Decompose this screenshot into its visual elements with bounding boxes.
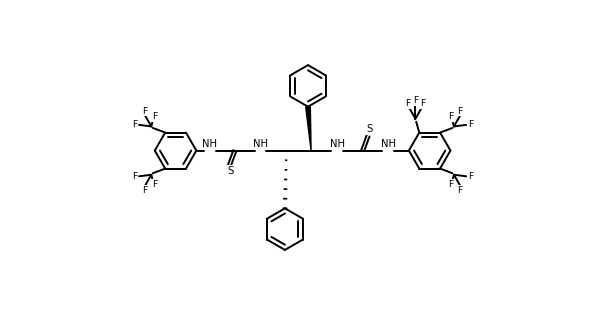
Text: F: F <box>413 96 418 105</box>
Text: F: F <box>132 172 137 181</box>
Text: F: F <box>143 107 148 115</box>
Text: F: F <box>468 172 474 181</box>
Text: F: F <box>457 107 463 115</box>
Text: F: F <box>420 99 426 108</box>
Text: F: F <box>405 99 410 108</box>
Text: S: S <box>227 166 233 176</box>
Text: NH: NH <box>202 139 217 149</box>
Text: F: F <box>448 180 454 189</box>
Text: S: S <box>367 124 373 134</box>
Text: F: F <box>448 112 454 121</box>
Text: NH: NH <box>330 139 345 149</box>
Text: F: F <box>132 121 137 129</box>
Text: F: F <box>143 186 148 195</box>
Text: NH: NH <box>381 139 396 149</box>
Text: NH: NH <box>252 139 268 149</box>
Text: F: F <box>468 121 474 129</box>
Text: F: F <box>152 112 157 121</box>
Text: F: F <box>152 180 157 189</box>
Text: F: F <box>457 186 463 195</box>
Polygon shape <box>306 107 311 151</box>
